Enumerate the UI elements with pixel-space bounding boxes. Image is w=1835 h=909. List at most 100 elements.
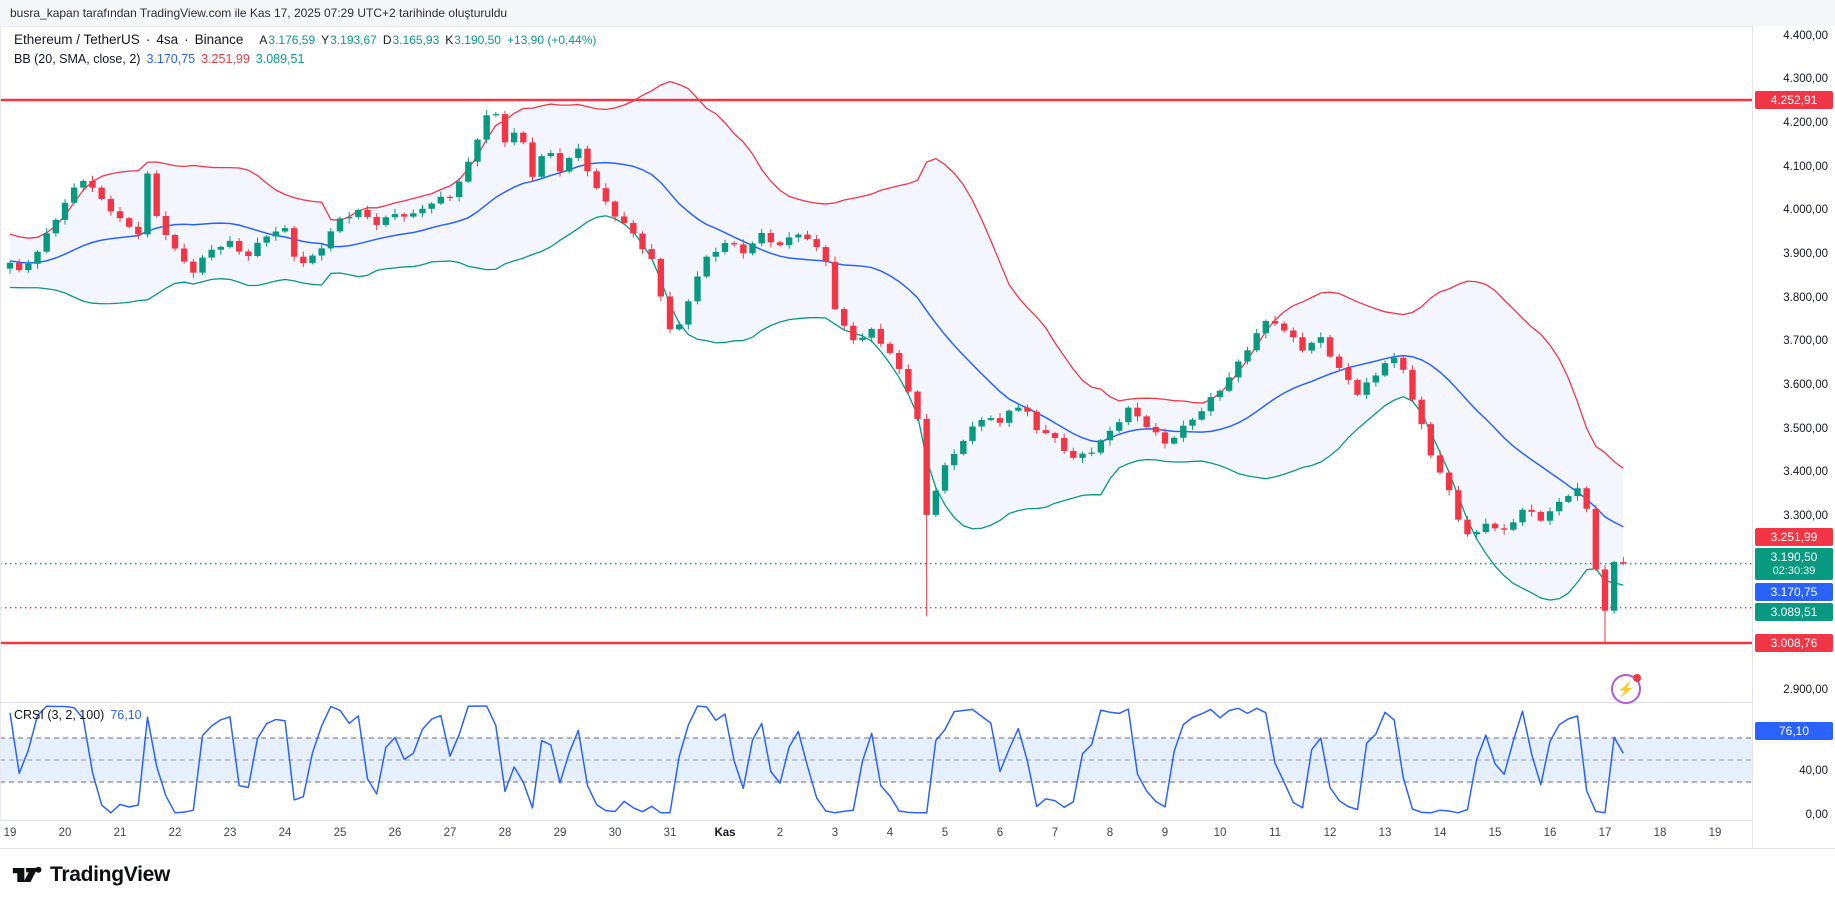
candle-body <box>1152 426 1160 433</box>
candle-body <box>840 309 848 326</box>
crsi-indicator-title[interactable]: CRSI (3, 2, 100) <box>14 708 105 722</box>
badge-countdown: 02:30:39 <box>1772 565 1816 578</box>
time-axis-label: 2 <box>776 827 784 839</box>
price-axis-badge: 3.008,76 <box>1755 633 1833 652</box>
bb-indicator-title[interactable]: BB (20, SMA, close, 2) <box>14 52 141 66</box>
badge-price: 4.252,91 <box>1770 93 1818 107</box>
close-value: 3.190,50 <box>454 33 501 47</box>
price-axis-tick: 3.900,00 <box>1783 248 1828 260</box>
candle-body <box>300 256 307 264</box>
candle-body <box>1354 379 1361 395</box>
bottom-separator <box>0 848 1835 849</box>
candle-body <box>813 239 820 248</box>
price-axis[interactable]: 4.400,00 4.300,00 4.200,00 4.100,00 4.000,00… <box>1752 26 1835 848</box>
low-value: 3.165,93 <box>392 33 440 47</box>
time-axis-label: 15 <box>1488 827 1502 839</box>
candle-body <box>1180 425 1187 438</box>
price-axis-badge: 3.089,51 <box>1755 602 1833 621</box>
candle-body <box>263 236 270 243</box>
candle-body <box>1051 433 1059 438</box>
candle-body <box>520 132 527 143</box>
price-axis-tick: 3.500,00 <box>1783 422 1828 435</box>
time-axis-label: 4 <box>886 827 894 839</box>
candle-body <box>364 209 371 217</box>
candle-body <box>446 196 454 198</box>
crsi-line <box>9 705 1624 814</box>
candle-body <box>1299 337 1306 351</box>
price-axis-tick: 3.600,00 <box>1783 378 1828 391</box>
candle-body <box>336 218 344 232</box>
candle-body <box>575 148 582 159</box>
pane-separator[interactable] <box>0 702 1835 703</box>
tradingview-logo-icon <box>12 866 42 883</box>
candle-body <box>492 114 500 116</box>
candle-body <box>969 426 976 441</box>
candle-body <box>1464 519 1471 535</box>
candle-body <box>1060 437 1068 451</box>
candle-body <box>1317 337 1325 343</box>
candle-body <box>318 248 325 256</box>
candle-body <box>602 188 610 202</box>
candle-body <box>180 248 188 262</box>
time-axis-label: 11 <box>1269 827 1281 839</box>
time-axis-separator <box>0 820 1835 821</box>
time-axis-label: 6 <box>996 827 1004 839</box>
chart-canvas[interactable] <box>0 26 1752 848</box>
time-axis-label: Kas <box>714 827 736 839</box>
candle-body <box>52 219 60 234</box>
candle-body <box>1400 357 1407 370</box>
time-axis[interactable]: 19 20 21 22 23 24 25 26 27 28 29 30 31 Kas 2 3 4 5 6 7 8 9 10 1… <box>0 821 1752 848</box>
candle-body <box>1555 501 1563 512</box>
time-axis-label: 3 <box>831 827 839 839</box>
crsi-axis-tick: 40,00 <box>1799 765 1828 777</box>
candle-body <box>1482 523 1490 533</box>
candle-body <box>620 216 628 223</box>
candle-body <box>98 187 105 199</box>
candle-body <box>428 203 435 209</box>
candle-body <box>785 237 793 246</box>
candle-body <box>1537 511 1545 521</box>
candle-body <box>1345 367 1352 380</box>
candle-body <box>960 440 967 454</box>
candle-body <box>795 234 802 238</box>
candle-body <box>556 153 564 172</box>
flash-reaction-button[interactable]: ⚡ <box>1610 674 1641 704</box>
candle-body <box>831 261 839 310</box>
price-axis-tick: 3.400,00 <box>1783 466 1828 479</box>
candle-body <box>1491 523 1499 529</box>
candle-body <box>1565 496 1572 502</box>
time-axis-label: 26 <box>388 827 402 839</box>
separator: · <box>184 32 189 47</box>
interval-label[interactable]: 4sa <box>156 32 179 47</box>
price-axis-tick: 2.900,00 <box>1783 684 1828 697</box>
candle-body <box>1335 356 1343 368</box>
chart-legend: Ethereum / TetherUS · 4sa · Binance A 3.1… <box>14 32 596 66</box>
tradingview-logo[interactable]: TradingView <box>12 862 170 888</box>
badge-price: 3.190,50 <box>1770 550 1818 565</box>
time-axis-label: 27 <box>443 827 457 839</box>
candle-body <box>1207 397 1215 412</box>
badge-price: 3.170,75 <box>1770 584 1818 599</box>
candle-body <box>80 180 87 188</box>
bb-indicator-row: BB (20, SMA, close, 2) 3.170,75 3.251,99… <box>14 52 596 66</box>
symbol-title[interactable]: Ethereum / TetherUS <box>14 32 140 47</box>
candle-body <box>465 161 472 182</box>
candle-body <box>309 255 316 264</box>
plot-left-border <box>0 26 1 848</box>
candle-body <box>1216 390 1224 398</box>
candle-body <box>1372 375 1380 383</box>
time-axis-label: 7 <box>1051 827 1059 839</box>
candle-body <box>1015 407 1022 411</box>
price-axis-tick: 4.100,00 <box>1783 160 1828 173</box>
price-axis-tick: 4.400,00 <box>1783 29 1828 42</box>
candle-body <box>694 276 701 302</box>
bb-fill-area <box>10 81 1624 601</box>
candle-body <box>153 173 160 216</box>
candle-body <box>6 262 14 269</box>
candle-body <box>190 261 197 273</box>
candle-body <box>1445 472 1453 491</box>
candle-body <box>1088 452 1095 454</box>
price-axis-badge: 3.190,50 02:30:39 <box>1755 548 1833 581</box>
candle-body <box>1418 399 1425 425</box>
crsi-value: 76,10 <box>110 708 142 722</box>
